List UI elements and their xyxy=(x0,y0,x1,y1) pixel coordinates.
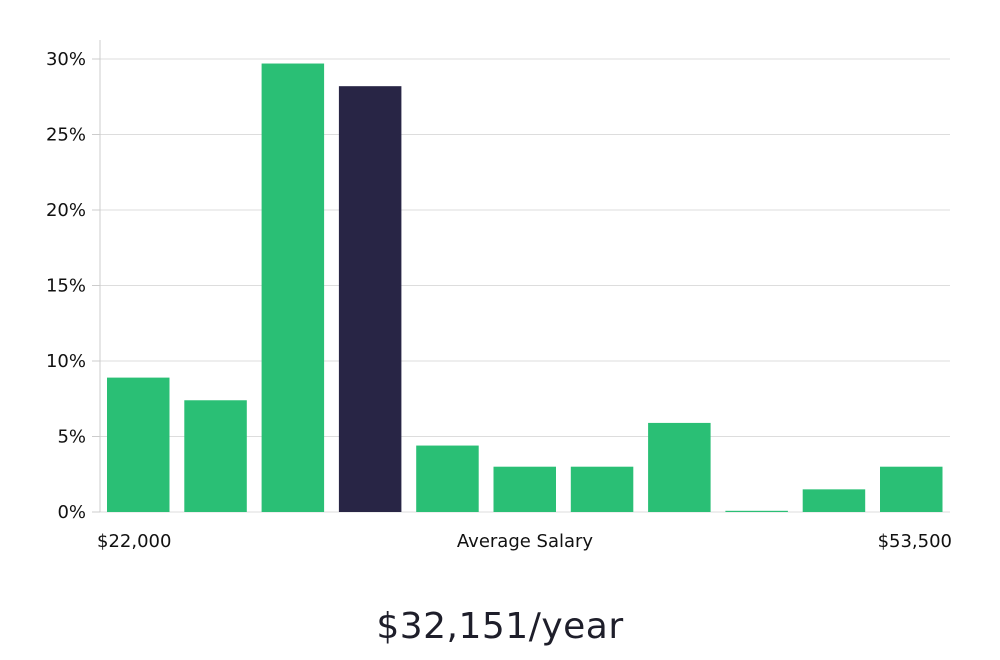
bar xyxy=(725,510,788,512)
bars xyxy=(107,63,943,513)
y-tick-label: 10% xyxy=(46,351,86,372)
bar xyxy=(416,445,479,512)
x-axis-label: Average Salary xyxy=(457,531,594,552)
y-tick-label: 0% xyxy=(57,502,86,523)
bar xyxy=(261,63,325,512)
y-axis-ticks: 0% 5% 10% 15% 20% 25% 30% xyxy=(46,49,100,523)
y-tick-label: 30% xyxy=(46,49,86,70)
y-tick-label: 15% xyxy=(46,276,86,297)
bar xyxy=(648,422,711,512)
bar xyxy=(570,466,634,512)
bar xyxy=(493,466,556,512)
salary-histogram: 0% 5% 10% 15% 20% 25% 30% $22,000 Average Sala… xyxy=(46,40,952,552)
y-tick-label: 25% xyxy=(46,125,86,146)
bar xyxy=(802,489,866,512)
bar-highlighted xyxy=(338,86,402,513)
average-salary-value: $32,151/year xyxy=(376,606,624,647)
bar xyxy=(184,400,247,512)
y-tick-label: 20% xyxy=(46,200,86,221)
bar xyxy=(880,466,943,512)
y-tick-label: 5% xyxy=(57,427,86,448)
bar xyxy=(107,377,170,512)
x-min-label: $22,000 xyxy=(97,531,171,552)
x-max-label: $53,500 xyxy=(878,531,952,552)
